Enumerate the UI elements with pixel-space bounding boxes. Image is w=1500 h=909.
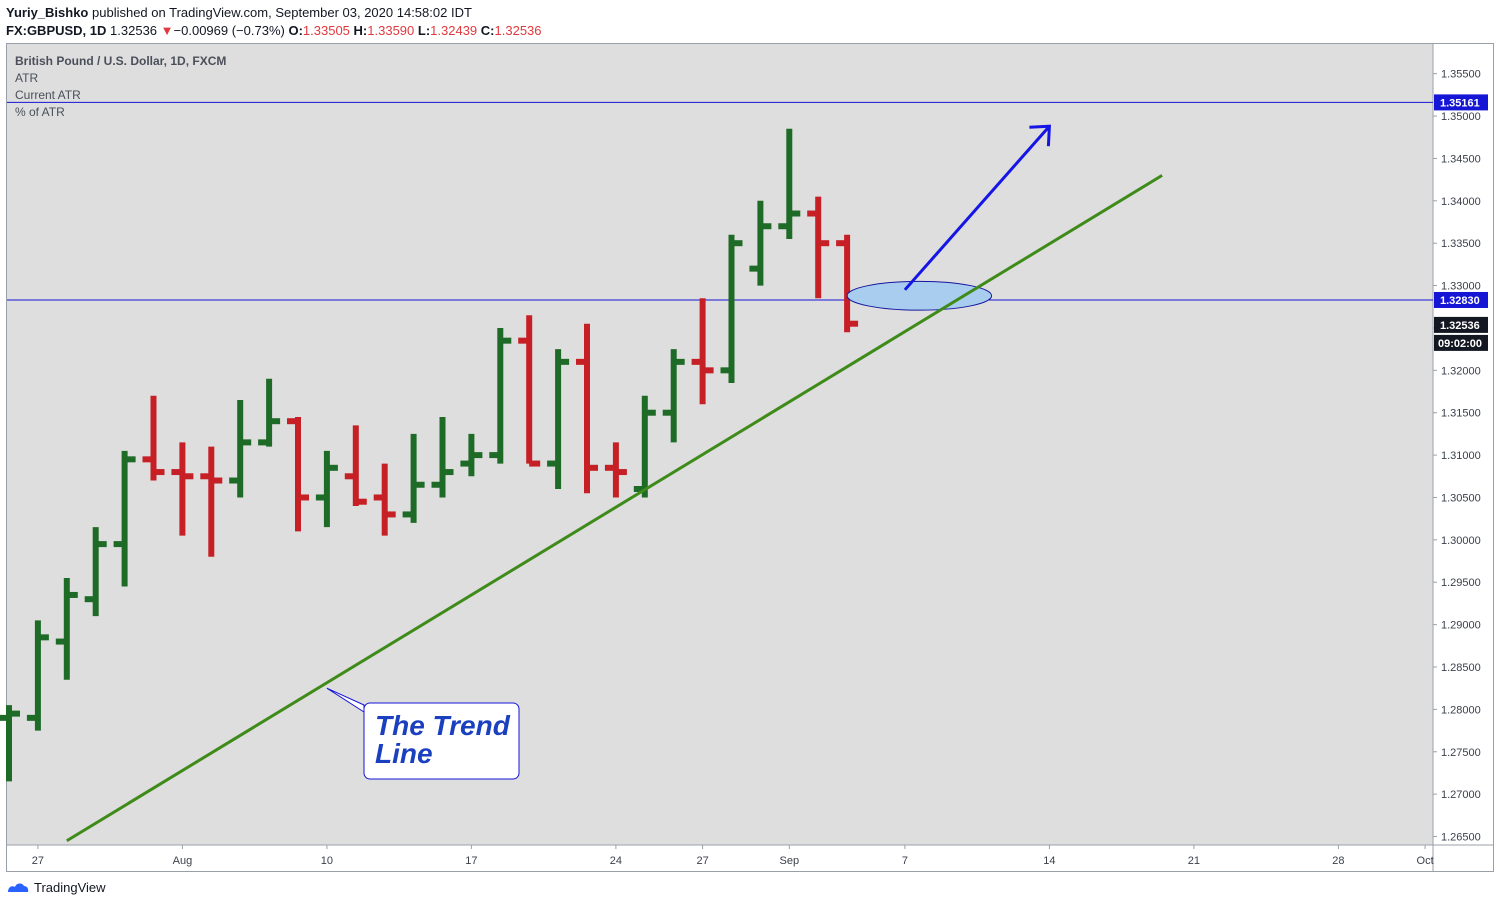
y-tick-label: 1.27500 [1441,747,1481,759]
chart-header: Yuriy_Bishko published on TradingView.co… [6,4,542,40]
callout-box [363,702,520,780]
x-tick-label: 7 [902,855,908,867]
high-label: H: [353,23,368,38]
y-tick-label: 1.32000 [1441,365,1481,377]
y-tick-label: 1.30000 [1441,535,1481,547]
y-tick-label: 1.35000 [1441,111,1481,123]
legend-percent-atr: % of ATR [15,105,65,119]
y-tick-label: 1.27000 [1441,789,1481,801]
down-arrow-icon: ▼ [160,23,174,38]
support-zone-ellipse [846,280,993,311]
level-price-badge [1434,291,1488,308]
countdown-label: 09:02:00 [1438,338,1482,350]
y-tick-label: 1.28000 [1441,704,1481,716]
y-tick-label: 1.29000 [1441,620,1481,632]
symbol-label: FX:GBPUSD, 1D [6,23,107,38]
x-tick-label: 21 [1188,855,1200,867]
y-tick-label: 1.34000 [1441,196,1481,208]
publish-info: published on TradingView.com, September … [92,5,472,20]
x-tick-label: 24 [610,855,622,867]
y-tick-label: 1.33000 [1441,281,1481,293]
x-tick-label: 10 [321,855,333,867]
y-tick-label: 1.26500 [1441,832,1481,844]
publish-line: Yuriy_Bishko published on TradingView.co… [6,4,542,22]
last-price-badge [1434,316,1488,333]
x-tick-label: 27 [32,855,44,867]
x-tick-label: Aug [173,855,193,867]
callout-text-line2: Line [375,738,433,769]
last-price-label: 1.32536 [1440,320,1480,332]
trend-line [66,174,1163,843]
high-value: 1.33590 [367,23,415,38]
countdown-badge [1434,334,1488,351]
x-tick-label: Oct [1417,855,1434,867]
y-tick-label: 1.28500 [1441,662,1481,674]
y-tick-label: 1.31500 [1441,408,1481,420]
tradingview-logo-icon[interactable] [6,881,30,895]
y-tick-label: 1.29500 [1441,577,1481,589]
x-tick-label: 17 [465,855,477,867]
level-price-label: 1.32830 [1440,295,1480,307]
x-tick-label: 28 [1332,855,1344,867]
legend-atr: ATR [15,71,38,85]
footer: TradingView [6,880,106,895]
close-value: 1.32536 [494,23,542,38]
y-tick-label: 1.30500 [1441,492,1481,504]
low-label: L: [417,23,431,38]
level-price-badge [1434,94,1488,111]
legend-title: British Pound / U.S. Dollar, 1D, FXCM [15,54,226,68]
ohlc-line: FX:GBPUSD, 1D 1.32536 ▼−0.00969 (−0.73%)… [6,22,542,40]
open-label: O: [288,23,303,38]
x-tick-label: 27 [696,855,708,867]
y-tick-label: 1.35500 [1441,69,1481,81]
y-tick-label: 1.31000 [1441,450,1481,462]
price-change: −0.00969 (−0.73%) [173,23,285,38]
low-value: 1.32439 [430,23,478,38]
x-tick-label: Sep [780,855,800,867]
callout-text-line1: The Trend [375,710,511,741]
last-price: 1.32536 [110,23,158,38]
open-value: 1.33505 [302,23,350,38]
close-label: C: [480,23,495,38]
projection-arrow-head [1029,124,1051,147]
legend-current-atr: Current ATR [15,88,81,102]
tradingview-brand[interactable]: TradingView [34,880,106,895]
y-tick-label: 1.34500 [1441,153,1481,165]
y-tick-label: 1.33500 [1441,238,1481,250]
author-name[interactable]: Yuriy_Bishko [6,5,89,20]
x-tick-label: 14 [1043,855,1055,867]
projection-arrow [903,125,1051,291]
level-price-label: 1.35161 [1440,97,1480,109]
